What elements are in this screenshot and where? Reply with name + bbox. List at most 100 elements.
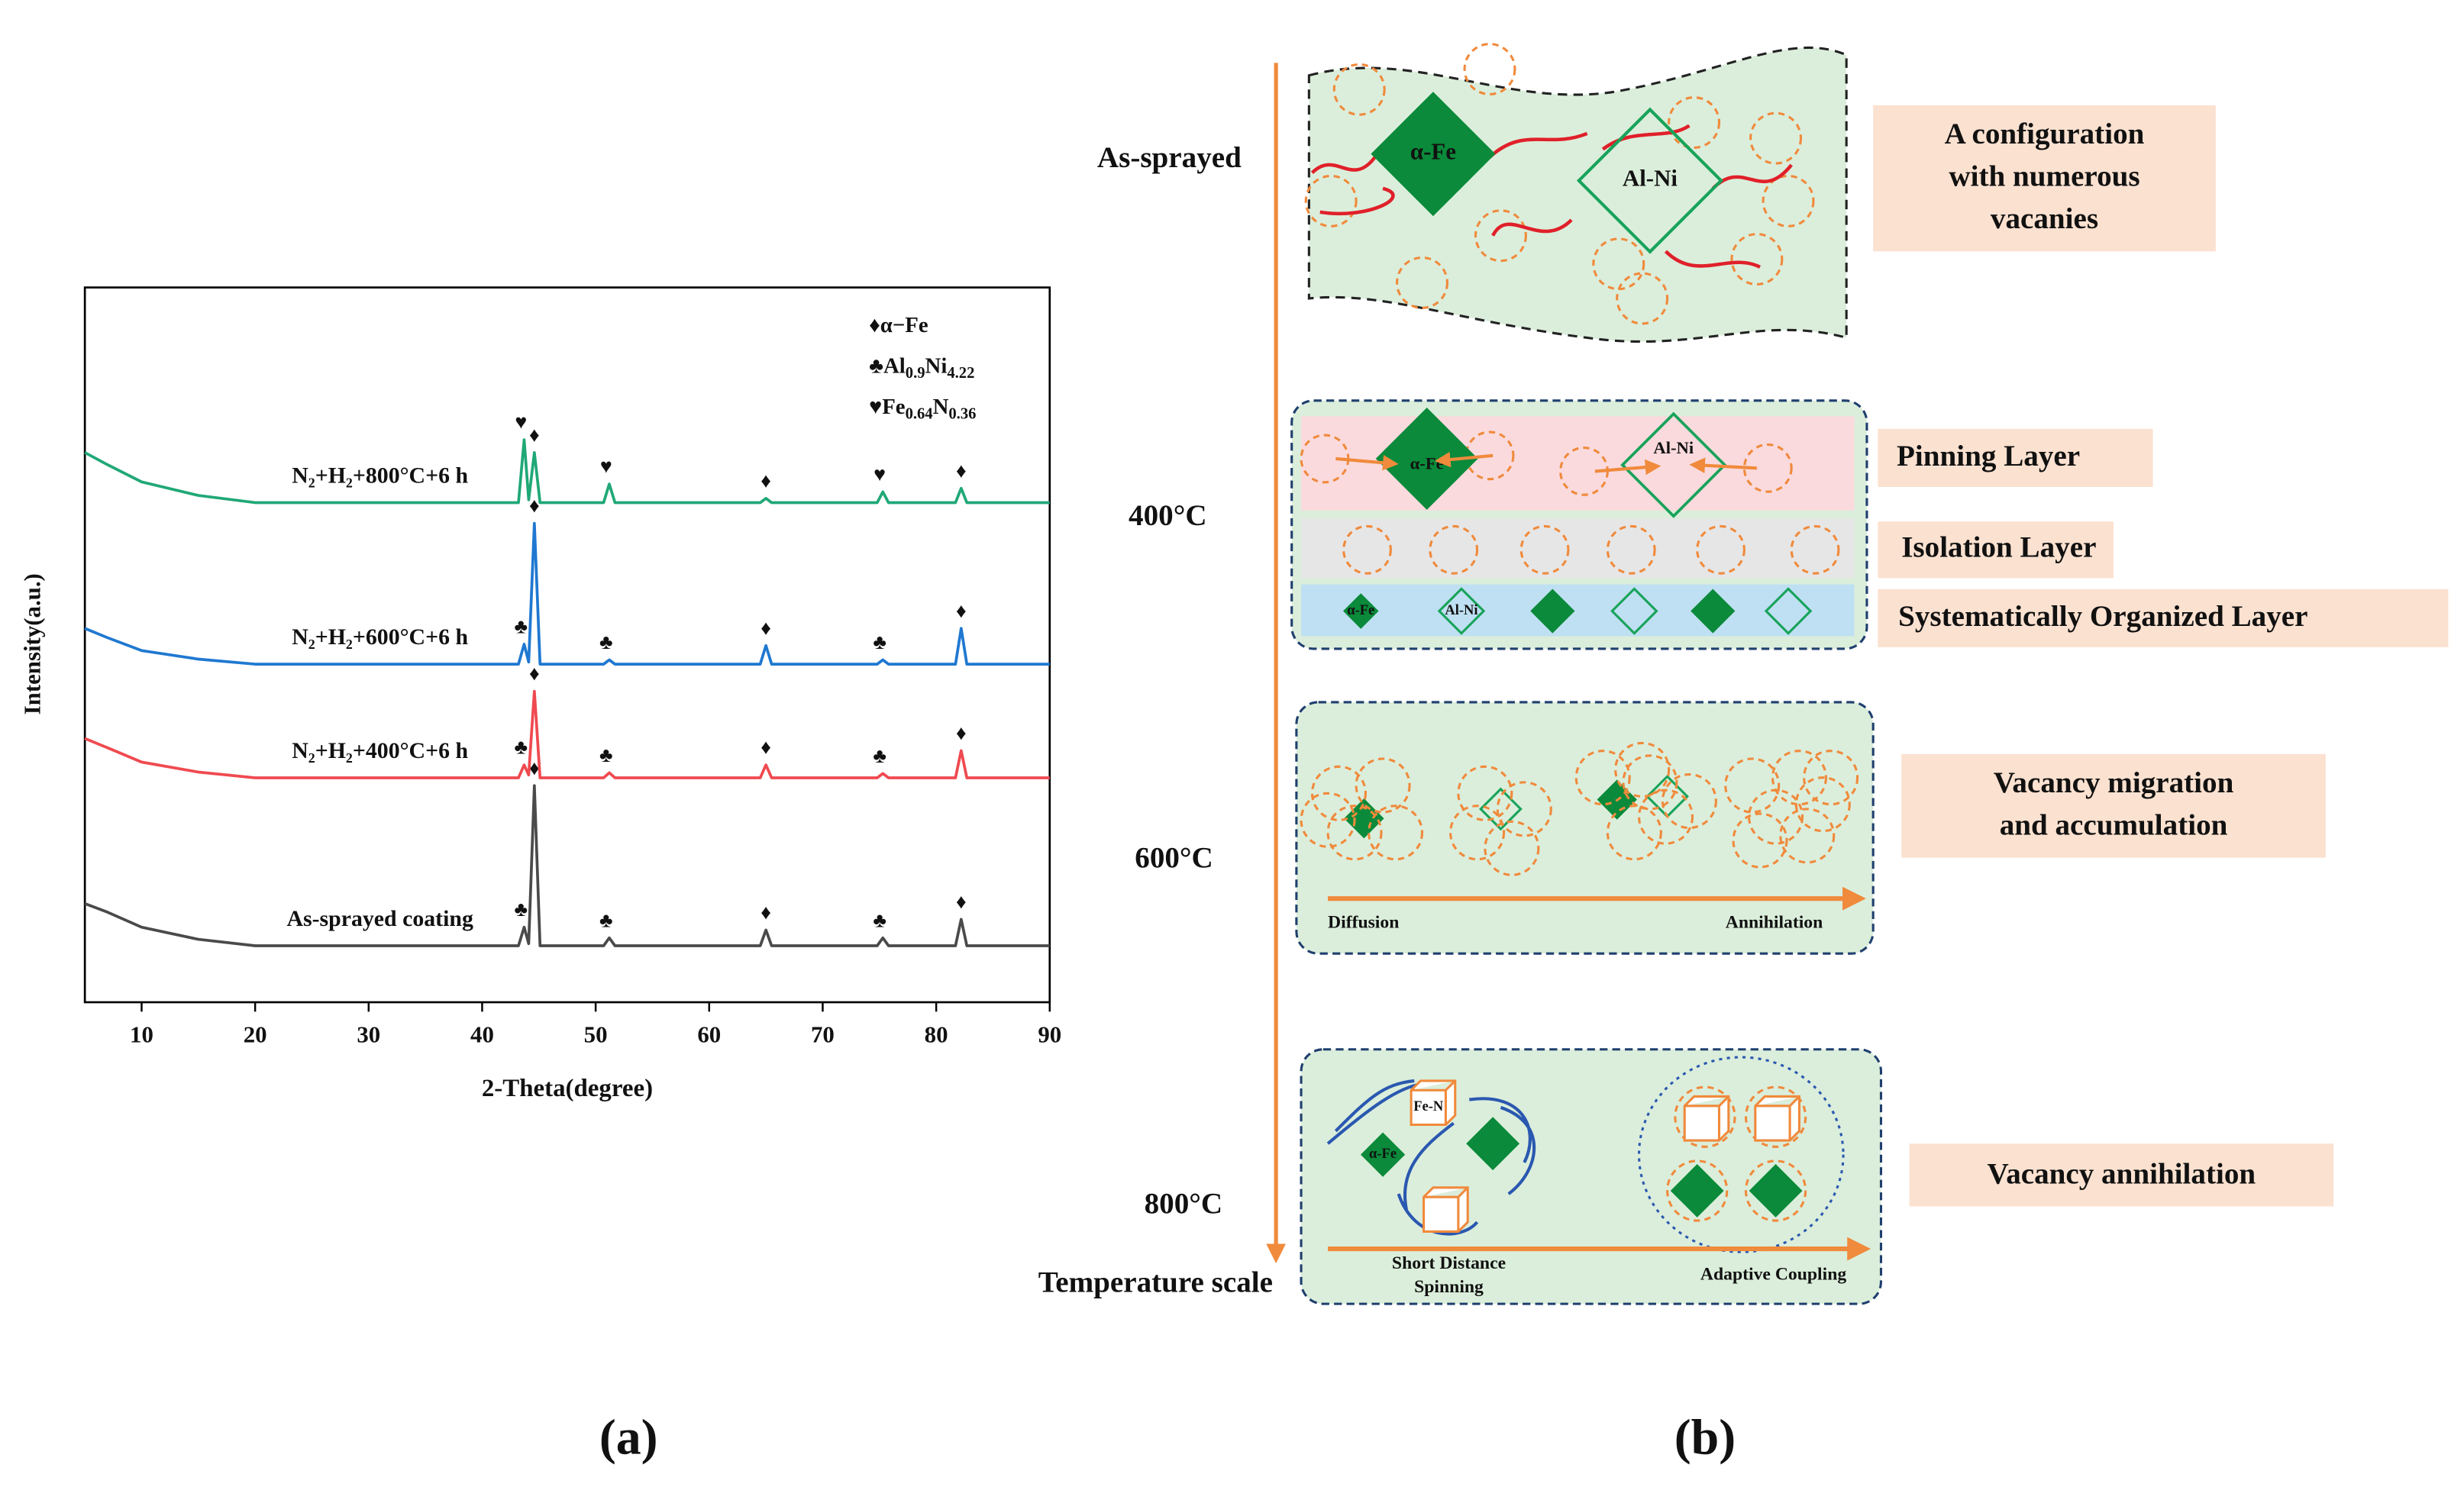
- vacancy: [1606, 524, 1656, 575]
- legend-entry: ♥Fe0.64N0.36: [869, 395, 976, 422]
- vacancy: [1429, 524, 1479, 575]
- legend-subscript: 0.9: [906, 365, 925, 382]
- vacancy: [1668, 96, 1721, 149]
- vacancy: [1463, 43, 1516, 96]
- vacancy-group: [1300, 741, 1859, 876]
- legend-text: ♥Fe: [869, 395, 906, 419]
- vacancy-group: [1666, 1085, 1807, 1222]
- vacancy: [1574, 750, 1631, 806]
- x-tick-label: 40: [470, 1021, 494, 1047]
- vacancy: [1724, 757, 1781, 814]
- note: with numerous: [1949, 160, 2139, 193]
- grain-label: α-Fe: [1410, 453, 1444, 472]
- peak-marker: ♣: [515, 736, 528, 759]
- x-tick-label: 60: [697, 1021, 721, 1047]
- as-sprayed-region: [1307, 46, 1848, 343]
- grain-small: [1610, 587, 1658, 635]
- vacancy: [1332, 63, 1386, 116]
- note-box: [1901, 753, 2326, 858]
- vacancy: [1300, 792, 1356, 848]
- peak-marker: ♦: [529, 494, 540, 517]
- vacancy: [1779, 808, 1836, 864]
- vacancy: [1637, 789, 1694, 845]
- grain-small: [1360, 1132, 1406, 1177]
- grain-label: Al-Ni: [1623, 165, 1678, 192]
- note: Systematically Organized Layer: [1898, 600, 2307, 633]
- vacancy: [1744, 1085, 1807, 1148]
- x-tick-label: 90: [1038, 1021, 1061, 1047]
- xrd-line: [84, 784, 1050, 947]
- series-label: N₂+H₂+600°C+6 h: [292, 624, 468, 650]
- vacancy: [1674, 1085, 1736, 1148]
- grain-label: Fe-N: [1413, 1098, 1444, 1114]
- plot-frame: [83, 286, 1051, 1004]
- grain-small: [1466, 1117, 1520, 1171]
- legend-text: ♣Al: [869, 353, 906, 378]
- vacancy: [1592, 237, 1645, 291]
- vacancy: [1762, 174, 1815, 227]
- vacancy: [1614, 741, 1671, 798]
- note-box: [1878, 589, 2449, 647]
- vacancy: [1449, 805, 1506, 861]
- grain-label: α-Fe: [1410, 138, 1456, 165]
- legend-subscript: 4.22: [947, 365, 974, 382]
- vacancy: [1484, 820, 1540, 876]
- vacancy: [1304, 174, 1358, 227]
- grain-small: [1342, 593, 1379, 629]
- series-label: As-sprayed coating: [286, 906, 473, 931]
- peak-marker: ♦: [956, 459, 967, 482]
- note: Vacancy migration: [1994, 766, 2234, 799]
- peak-marker: ♥: [600, 455, 612, 478]
- peak-marker: ♣: [599, 743, 613, 766]
- organized-band: [1301, 584, 1855, 637]
- vacancy: [1790, 524, 1840, 575]
- process-label: Diffusion: [1328, 913, 1399, 933]
- vacancy: [1742, 443, 1793, 493]
- peak-marker: ♣: [515, 614, 528, 637]
- vacancy: [1749, 111, 1803, 165]
- grain-label: Al-Ni: [1445, 602, 1477, 618]
- vacancy: [1748, 789, 1804, 845]
- x-tick-label: 70: [811, 1021, 835, 1047]
- pinning-arrows: [1335, 451, 1757, 476]
- process-label: Spinning: [1414, 1277, 1484, 1297]
- peak-marker: ♣: [873, 631, 886, 653]
- xrd-line: [84, 689, 1050, 779]
- panel-label: (a): [599, 1409, 658, 1465]
- note-box: [1878, 428, 2153, 487]
- x-tick-label: 80: [925, 1021, 948, 1047]
- peak-marker: ♦: [529, 662, 540, 685]
- legend-subscript: 0.36: [948, 405, 976, 422]
- series-label: N₂+H₂+800°C+6 h: [292, 463, 468, 488]
- vacancy: [1496, 781, 1552, 837]
- grain-label: α-Fe: [1369, 1146, 1397, 1162]
- vacancy: [1465, 431, 1515, 481]
- x-tick-label: 10: [130, 1021, 153, 1047]
- peak-marker: ♦: [761, 616, 771, 639]
- peak-marker: ♦: [761, 736, 771, 759]
- vacancy: [1732, 812, 1788, 869]
- panel-label: (b): [1674, 1409, 1736, 1465]
- grain-small: [1437, 587, 1486, 635]
- vacancy: [1326, 805, 1383, 861]
- stage-label: 800°C: [1145, 1188, 1223, 1221]
- x-tick-label: 20: [244, 1021, 267, 1047]
- peak-marker: ♣: [599, 908, 613, 931]
- grain-label: Al-Ni: [1653, 438, 1694, 457]
- note: Pinning Layer: [1897, 440, 2080, 472]
- peak-marker: ♦: [956, 599, 967, 622]
- note: and accumulation: [2000, 809, 2228, 842]
- vacancy: [1606, 805, 1662, 861]
- x-tick-label: 30: [357, 1021, 380, 1047]
- legend-text: Ni: [925, 353, 948, 378]
- vacancy: [1457, 765, 1513, 821]
- vacancy: [1730, 233, 1784, 286]
- peak-marker: ♦: [956, 721, 967, 744]
- peak-marker: ♣: [515, 898, 528, 921]
- peak-marker: ♦: [761, 469, 771, 492]
- vacancy: [1368, 805, 1424, 861]
- note: A configuration: [1945, 118, 2145, 150]
- vacancy: [1744, 1159, 1807, 1222]
